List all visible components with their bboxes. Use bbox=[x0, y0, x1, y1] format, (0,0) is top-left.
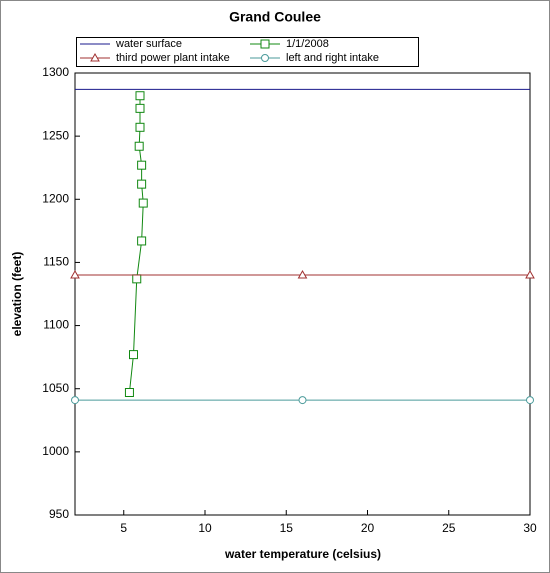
chart-title: Grand Coulee bbox=[229, 9, 321, 25]
data-point bbox=[525, 270, 535, 279]
data-point bbox=[137, 179, 147, 189]
data-point bbox=[129, 350, 138, 360]
data-point bbox=[137, 236, 147, 246]
data-point bbox=[138, 198, 148, 208]
data-point bbox=[135, 103, 145, 113]
x-axis-label: water temperature (celsius) bbox=[224, 547, 381, 561]
legend bbox=[76, 37, 419, 67]
x-tick-label: 30 bbox=[523, 521, 537, 535]
plot-area bbox=[74, 72, 531, 516]
data-point bbox=[297, 270, 308, 279]
x-tick-label: 15 bbox=[280, 521, 294, 535]
x-tick-label: 20 bbox=[361, 521, 375, 535]
data-point bbox=[526, 396, 534, 405]
y-axis-label: elevation (feet) bbox=[10, 252, 24, 337]
y-tick-label: 950 bbox=[49, 507, 69, 521]
data-point bbox=[134, 141, 144, 151]
y-tick-label: 1200 bbox=[42, 191, 69, 205]
x-tick-label: 5 bbox=[120, 521, 127, 535]
legend-label: left and right intake bbox=[286, 52, 379, 64]
data-point bbox=[71, 396, 79, 405]
data-point bbox=[135, 91, 145, 101]
legend-label: 1/1/2008 bbox=[286, 38, 329, 50]
data-point bbox=[298, 396, 307, 405]
y-tick-label: 1300 bbox=[42, 65, 69, 79]
legend-marker bbox=[261, 54, 269, 62]
data-point bbox=[135, 122, 145, 132]
y-tick-label: 1000 bbox=[42, 444, 69, 458]
data-point bbox=[137, 160, 147, 170]
y-tick-label: 1100 bbox=[43, 318, 69, 332]
data-point bbox=[132, 274, 142, 284]
x-tick-label: 25 bbox=[442, 521, 456, 535]
legend-marker bbox=[90, 52, 100, 62]
data-point bbox=[124, 388, 134, 398]
legend-marker bbox=[260, 39, 270, 49]
y-tick-label: 1150 bbox=[43, 255, 69, 269]
legend-label: water surface bbox=[115, 38, 182, 50]
legend-label: third power plant intake bbox=[116, 52, 230, 64]
y-tick-label: 1250 bbox=[42, 128, 69, 142]
y-tick-label: 1050 bbox=[42, 381, 69, 395]
x-tick-label: 10 bbox=[198, 521, 212, 535]
data-point bbox=[70, 270, 80, 279]
